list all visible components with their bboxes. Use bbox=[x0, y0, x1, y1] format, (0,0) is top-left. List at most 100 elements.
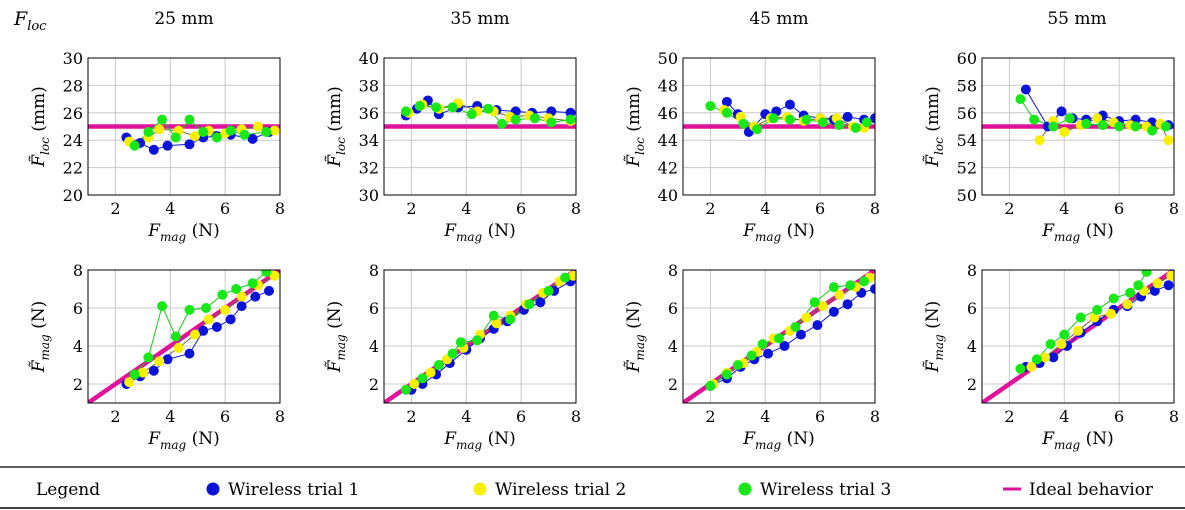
data-point-trial-1 bbox=[250, 291, 261, 302]
data-point-trial-2 bbox=[189, 131, 200, 142]
data-point-trial-1 bbox=[721, 96, 732, 107]
y-tick-label: 32 bbox=[359, 159, 379, 178]
y-tick-label: 50 bbox=[957, 186, 977, 205]
y-tick-label: 40 bbox=[658, 186, 678, 205]
y-tick-label: 4 bbox=[369, 337, 379, 356]
x-tick-label: 4 bbox=[165, 407, 175, 426]
data-point-trial-2 bbox=[236, 291, 247, 302]
y-tick-label: 20 bbox=[63, 186, 83, 205]
data-point-trial-2 bbox=[409, 379, 420, 389]
data-point-trial-2 bbox=[173, 342, 184, 353]
y-tick-label: 48 bbox=[658, 76, 678, 95]
panel-magnitude-25mm: 2 4 6 8 2 4 6 8 Fmag (N) F̃mag (N) bbox=[29, 261, 285, 452]
plot-frame bbox=[87, 57, 281, 196]
data-point-trial-2 bbox=[1152, 278, 1163, 289]
data-point-trial-1 bbox=[198, 325, 209, 336]
data-point-trial-2 bbox=[817, 301, 828, 312]
plot-frame bbox=[981, 269, 1175, 404]
data-point-trial-1 bbox=[535, 297, 546, 308]
plot-frame bbox=[981, 57, 1175, 196]
x-tick-label: 2 bbox=[1004, 407, 1014, 426]
data-point-trial-1 bbox=[1149, 285, 1160, 296]
data-point-trial-2 bbox=[1163, 135, 1174, 146]
data-point-trial-3 bbox=[1081, 118, 1092, 129]
data-point-trial-2 bbox=[154, 124, 165, 135]
data-point-trial-2 bbox=[269, 270, 280, 281]
data-point-trial-1 bbox=[211, 322, 222, 332]
plot-area bbox=[683, 96, 875, 137]
data-point-trial-3 bbox=[721, 107, 732, 118]
plot-area bbox=[88, 270, 280, 403]
panel-magnitude-55mm: 2 4 6 8 2 4 6 8 Fmag (N) F̃mag (N) bbox=[923, 261, 1179, 452]
data-point-trial-2 bbox=[1059, 126, 1070, 137]
y-tick-label: 4 bbox=[668, 337, 678, 356]
data-point-trial-3 bbox=[170, 331, 181, 342]
data-point-trial-3 bbox=[1141, 270, 1152, 277]
legend: Legend Wireless trial 1 Wireless trial 2… bbox=[36, 480, 1154, 500]
plot-area bbox=[88, 114, 280, 155]
data-point-trial-3 bbox=[752, 124, 763, 135]
data-point-trial-3 bbox=[746, 350, 757, 361]
data-point-trial-1 bbox=[247, 133, 258, 144]
legend-marker-trial-3 bbox=[738, 482, 752, 496]
legend-title: Legend bbox=[36, 480, 100, 500]
column-header-45mm: 45 mm bbox=[749, 9, 808, 29]
y-tick-label: 28 bbox=[63, 76, 83, 95]
y-tick-label: 30 bbox=[359, 186, 379, 205]
data-point-trial-3 bbox=[784, 114, 795, 125]
y-tick-label: 4 bbox=[967, 337, 977, 356]
data-point-trial-1 bbox=[779, 341, 790, 351]
data-point-trial-3 bbox=[211, 132, 222, 143]
data-point-trial-3 bbox=[1015, 363, 1026, 374]
data-point-trial-3 bbox=[705, 380, 716, 391]
data-point-trial-3 bbox=[157, 301, 168, 312]
x-tick-label: 2 bbox=[1004, 199, 1014, 218]
data-point-trial-3 bbox=[1064, 113, 1075, 124]
x-tick-label: 6 bbox=[220, 199, 230, 218]
header-corner-label: Floc bbox=[13, 8, 47, 34]
data-point-trial-1 bbox=[162, 354, 173, 365]
plot-area bbox=[384, 95, 576, 129]
x-axis-label: Fmag (N) bbox=[1041, 429, 1114, 452]
x-tick-label: 8 bbox=[870, 407, 880, 426]
data-point-trial-1 bbox=[1048, 352, 1059, 363]
data-point-trial-2 bbox=[1034, 135, 1045, 146]
data-point-trial-2 bbox=[154, 356, 165, 367]
y-axis-label: F̃mag (N) bbox=[29, 301, 52, 374]
x-tick-label: 2 bbox=[406, 407, 416, 426]
legend-marker-trial-2 bbox=[473, 482, 487, 496]
data-point-trial-3 bbox=[198, 126, 209, 137]
data-point-trial-1 bbox=[264, 285, 275, 296]
legend-label-ideal: Ideal behavior bbox=[1029, 480, 1154, 500]
y-axis-label: F̃loc (mm) bbox=[325, 86, 348, 168]
data-point-trial-3 bbox=[483, 103, 494, 114]
data-point-trial-3 bbox=[861, 117, 872, 128]
panel-location-35mm: 2 4 6 8 30 32 34 36 38 40 Fmag (N) F̃loc (mm) bbox=[325, 49, 581, 244]
data-point-trial-3 bbox=[1133, 280, 1144, 291]
data-point-trial-1 bbox=[148, 144, 159, 155]
data-point-trial-3 bbox=[231, 284, 242, 294]
x-tick-label: 6 bbox=[516, 407, 526, 426]
data-point-trial-3 bbox=[496, 118, 507, 129]
x-tick-label: 4 bbox=[760, 199, 770, 218]
legend-label-trial-2: Wireless trial 2 bbox=[495, 480, 626, 500]
data-point-trial-3 bbox=[143, 352, 154, 363]
data-point-trial-3 bbox=[560, 272, 571, 283]
x-tick-label: 8 bbox=[1169, 199, 1179, 218]
x-tick-label: 6 bbox=[815, 407, 825, 426]
panel-magnitude-35mm: 2 4 6 8 2 4 6 8 Fmag (N) F̃mag (N) bbox=[325, 261, 581, 452]
y-tick-label: 60 bbox=[957, 49, 977, 68]
legend-label-trial-1: Wireless trial 1 bbox=[228, 480, 359, 500]
x-tick-label: 8 bbox=[571, 407, 581, 426]
data-point-trial-3 bbox=[738, 118, 749, 129]
data-point-trial-3 bbox=[768, 113, 779, 124]
data-point-trial-3 bbox=[143, 126, 154, 137]
data-point-trial-3 bbox=[565, 114, 576, 125]
data-point-trial-1 bbox=[1056, 106, 1067, 117]
data-point-trial-2 bbox=[801, 312, 812, 323]
data-point-trial-2 bbox=[203, 314, 214, 325]
y-tick-label: 22 bbox=[63, 159, 83, 178]
